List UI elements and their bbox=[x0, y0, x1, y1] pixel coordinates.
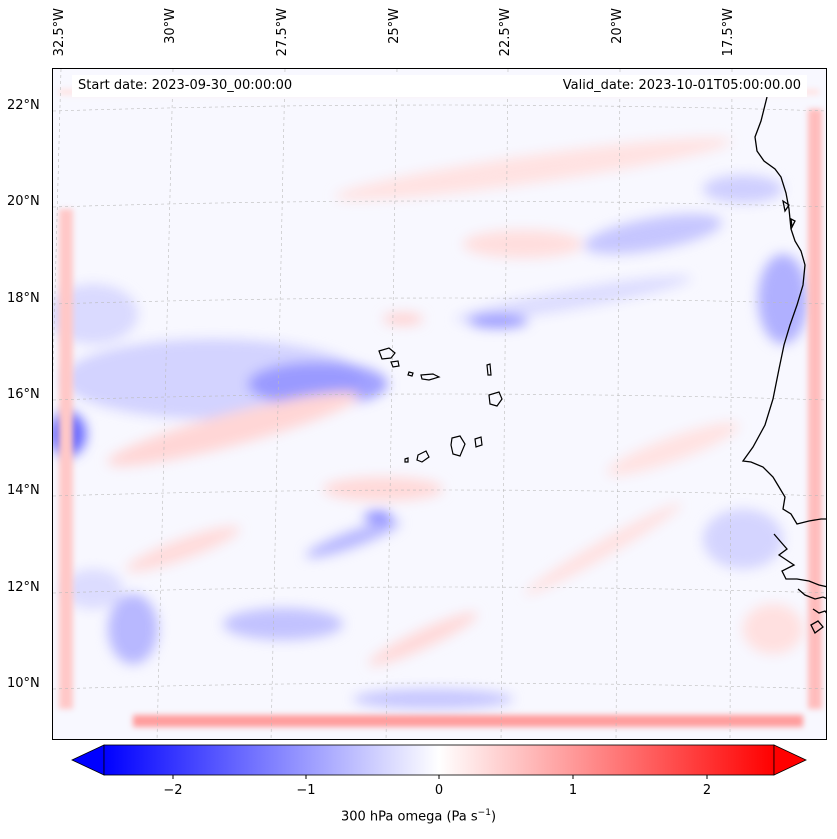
longitude-label-30w: 30°W bbox=[163, 8, 178, 44]
colorbar-tick-neg2: −2 bbox=[163, 783, 183, 798]
colorbar-tick-2: 2 bbox=[702, 783, 712, 798]
colorbar-extend-min bbox=[71, 744, 105, 776]
longitude-label-27-5w: 27.5°W bbox=[275, 8, 290, 57]
map-panel bbox=[52, 68, 827, 740]
start-date-label: Start date: 2023-09-30_00:00:00 bbox=[78, 78, 293, 93]
colorbar-label-exponent: −1 bbox=[477, 808, 491, 818]
colorbar-tick-0: 0 bbox=[434, 783, 444, 798]
omega-field-map bbox=[53, 69, 826, 739]
latitude-label-12n: 12°N bbox=[7, 580, 40, 595]
colorbar-tick-1: 1 bbox=[568, 783, 578, 798]
longitude-label-32-5w: 32.5°W bbox=[52, 8, 67, 57]
colorbar-tick-marks bbox=[172, 775, 708, 779]
colorbar-label-text: 300 hPa omega (Pa s bbox=[340, 809, 478, 825]
longitude-label-20w: 20°W bbox=[610, 8, 625, 44]
longitude-label-22-5w: 22.5°W bbox=[498, 8, 513, 57]
colorbar-gradient bbox=[103, 744, 775, 776]
latitude-label-20n: 20°N bbox=[7, 194, 40, 209]
map-gridlines bbox=[53, 69, 826, 739]
latitude-label-16n: 16°N bbox=[7, 387, 40, 402]
omega-field-features bbox=[53, 137, 808, 709]
latitude-label-14n: 14°N bbox=[7, 483, 40, 498]
latitude-label-18n: 18°N bbox=[7, 291, 40, 306]
colorbar bbox=[71, 744, 807, 779]
info-bar: Start date: 2023-09-30_00:00:00 Valid_da… bbox=[72, 75, 807, 97]
colorbar-extend-max bbox=[773, 744, 807, 776]
colorbar-label: 300 hPa omega (Pa s−1) bbox=[0, 808, 837, 824]
valid-date-label: Valid_date: 2023-10-01T05:00:00.00 bbox=[562, 78, 801, 93]
african-coastline bbox=[741, 96, 826, 634]
colorbar-tick-neg1: −1 bbox=[296, 783, 316, 798]
latitude-label-10n: 10°N bbox=[7, 676, 40, 691]
longitude-label-17-5w: 17.5°W bbox=[721, 8, 736, 57]
longitude-label-25w: 25°W bbox=[387, 8, 402, 44]
colorbar-label-close: ) bbox=[490, 809, 497, 825]
latitude-label-22n: 22°N bbox=[7, 98, 40, 113]
cape-verde-islands bbox=[378, 347, 503, 463]
